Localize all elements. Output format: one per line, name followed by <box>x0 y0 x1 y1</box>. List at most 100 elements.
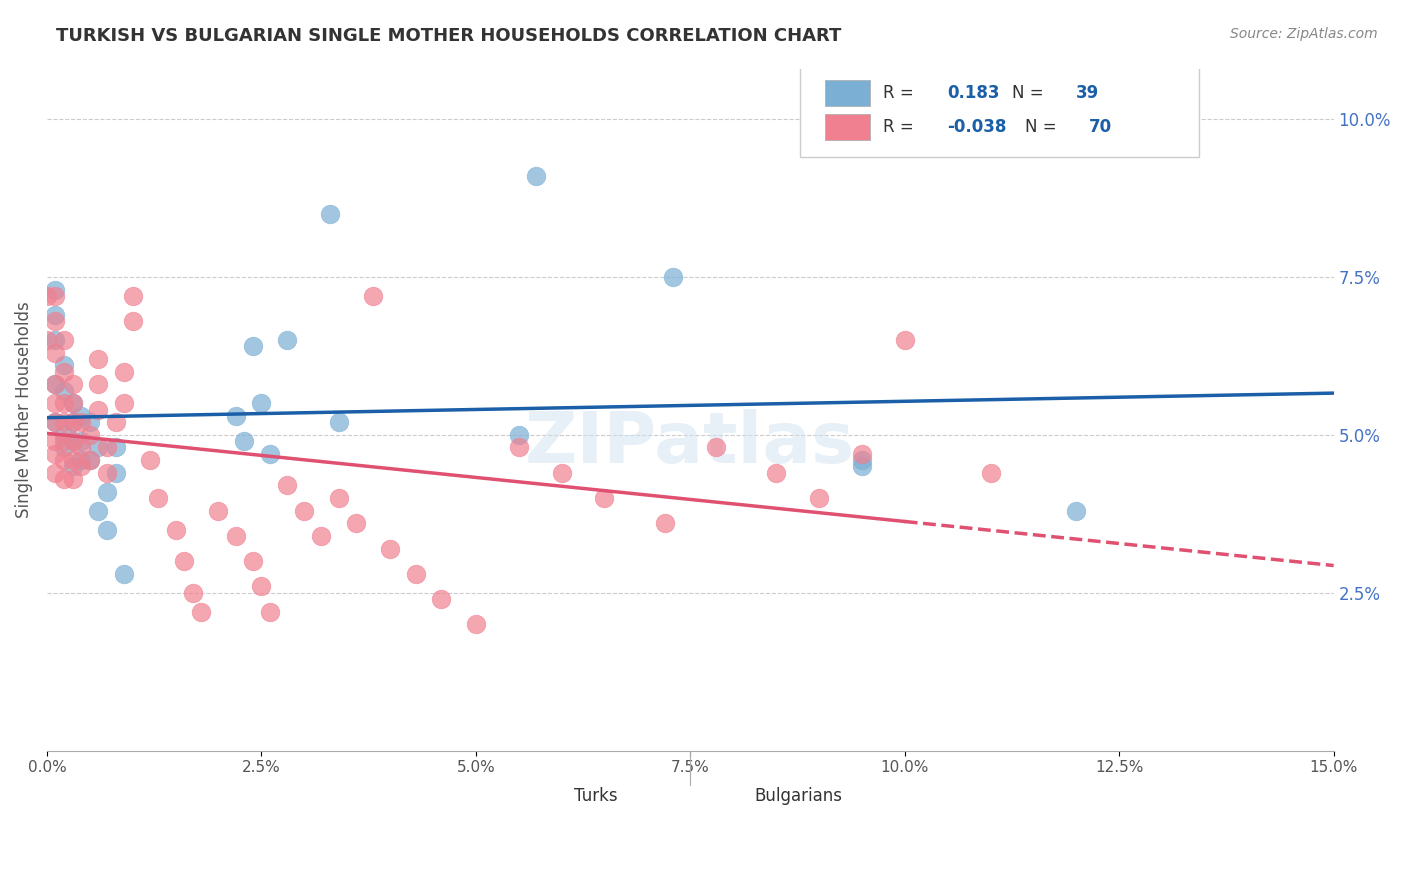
Point <box>62 472 84 486</box>
Point <box>190 605 212 619</box>
Point <box>173 554 195 568</box>
Point <box>53 415 76 429</box>
Point <box>704 441 727 455</box>
Point <box>207 503 229 517</box>
Point <box>851 459 873 474</box>
Point <box>44 289 66 303</box>
Y-axis label: Single Mother Households: Single Mother Households <box>15 301 32 518</box>
Point <box>44 333 66 347</box>
Text: ZIPatlas: ZIPatlas <box>526 409 855 478</box>
Point <box>44 434 66 449</box>
Point <box>550 466 572 480</box>
Text: Bulgarians: Bulgarians <box>755 788 842 805</box>
Point <box>70 441 93 455</box>
Point <box>181 585 204 599</box>
Point <box>464 617 486 632</box>
Point <box>53 365 76 379</box>
Point <box>524 169 547 183</box>
Point <box>104 441 127 455</box>
Point <box>35 289 58 303</box>
Point <box>593 491 616 505</box>
Text: Source: ZipAtlas.com: Source: ZipAtlas.com <box>1230 27 1378 41</box>
Point <box>79 415 101 429</box>
Point <box>53 434 76 449</box>
Point <box>62 396 84 410</box>
Text: 70: 70 <box>1090 118 1112 136</box>
Point <box>44 377 66 392</box>
Point <box>765 466 787 480</box>
Text: N =: N = <box>1012 84 1049 102</box>
Point <box>165 523 187 537</box>
Point <box>87 402 110 417</box>
Point <box>44 396 66 410</box>
Text: 39: 39 <box>1076 84 1099 102</box>
Point <box>430 592 453 607</box>
Text: TURKISH VS BULGARIAN SINGLE MOTHER HOUSEHOLDS CORRELATION CHART: TURKISH VS BULGARIAN SINGLE MOTHER HOUSE… <box>56 27 842 45</box>
Point <box>44 415 66 429</box>
Point <box>87 503 110 517</box>
Point <box>79 453 101 467</box>
Point <box>319 207 342 221</box>
Point <box>62 459 84 474</box>
FancyBboxPatch shape <box>800 65 1198 157</box>
Point <box>62 434 84 449</box>
Point <box>259 447 281 461</box>
Point <box>44 283 66 297</box>
Point <box>242 339 264 353</box>
Text: R =: R = <box>883 84 920 102</box>
Point <box>405 566 427 581</box>
Point <box>70 434 93 449</box>
Point <box>62 434 84 449</box>
Point <box>1064 503 1087 517</box>
Point <box>242 554 264 568</box>
Text: R =: R = <box>883 118 920 136</box>
Point <box>807 491 830 505</box>
FancyBboxPatch shape <box>825 80 870 106</box>
Point <box>344 516 367 531</box>
Point <box>250 396 273 410</box>
Point <box>148 491 170 505</box>
Point <box>139 453 162 467</box>
Text: 0.183: 0.183 <box>948 84 1000 102</box>
Point <box>53 453 76 467</box>
Point <box>361 289 384 303</box>
Point <box>104 466 127 480</box>
Point <box>851 453 873 467</box>
Point <box>311 529 333 543</box>
Point <box>893 333 915 347</box>
Point <box>53 427 76 442</box>
Point <box>121 289 143 303</box>
Point <box>112 566 135 581</box>
Point <box>70 453 93 467</box>
Text: Turks: Turks <box>575 788 619 805</box>
Point <box>70 415 93 429</box>
Point <box>53 359 76 373</box>
Point <box>53 441 76 455</box>
Point <box>62 453 84 467</box>
Point <box>79 453 101 467</box>
Point <box>62 377 84 392</box>
Point <box>53 333 76 347</box>
Point <box>233 434 256 449</box>
Point <box>121 314 143 328</box>
Point <box>44 466 66 480</box>
Point <box>508 441 530 455</box>
Point <box>87 441 110 455</box>
Point <box>276 478 298 492</box>
Text: -0.038: -0.038 <box>948 118 1007 136</box>
Point <box>328 491 350 505</box>
Point <box>328 415 350 429</box>
Point <box>112 396 135 410</box>
Point <box>70 459 93 474</box>
Point <box>70 409 93 423</box>
Point <box>104 415 127 429</box>
Point <box>259 605 281 619</box>
Point <box>96 523 118 537</box>
Point <box>44 447 66 461</box>
Point <box>112 365 135 379</box>
Point <box>225 409 247 423</box>
FancyBboxPatch shape <box>716 781 748 812</box>
FancyBboxPatch shape <box>825 114 870 140</box>
Point <box>53 396 76 410</box>
Point <box>79 427 101 442</box>
